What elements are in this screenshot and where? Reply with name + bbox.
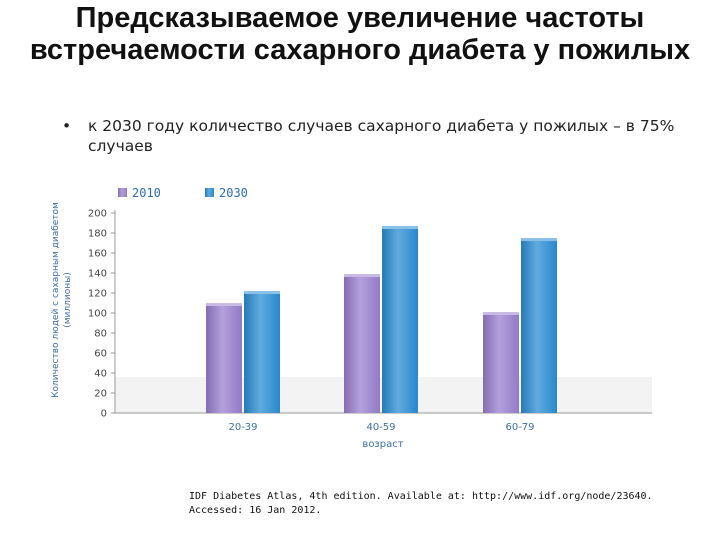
x-tick-label: 20-39 xyxy=(228,422,257,433)
bar-top-2030-20-39 xyxy=(244,291,280,294)
x-tick-label: 40-59 xyxy=(366,422,395,433)
bar-2010-60-79 xyxy=(483,314,519,413)
y-axis-title-line2: (миллионы) xyxy=(63,272,73,328)
bar-chart: 0 20 40 60 80 100 120 140 160 180 200 20-39 40-59 60-… xyxy=(51,186,652,450)
y-tick-label: 180 xyxy=(88,229,107,240)
source-citation: IDF Diabetes Atlas, 4th edition. Availab… xyxy=(189,490,669,518)
y-tick-label: 40 xyxy=(94,369,107,380)
y-tick-label: 200 xyxy=(88,209,107,220)
y-tick-label: 0 xyxy=(101,409,107,420)
y-tick-label: 20 xyxy=(94,389,107,400)
bar-top-2030-40-59 xyxy=(382,226,418,229)
bullet-marker: • xyxy=(62,117,72,135)
source-line-2: Accessed: 16 Jan 2012. xyxy=(189,505,322,516)
x-tick-label: 60-79 xyxy=(505,422,534,433)
legend-swatch-2030 xyxy=(205,188,214,197)
bar-top-2030-60-79 xyxy=(521,238,557,241)
bar-2010-40-59 xyxy=(344,276,380,413)
bar-2030-60-79 xyxy=(521,240,557,413)
y-tick-label: 140 xyxy=(88,269,107,280)
bar-top-2010-40-59 xyxy=(344,274,380,277)
y-tick-label: 160 xyxy=(88,249,107,260)
legend-swatch-2010 xyxy=(118,188,127,197)
y-tick-label: 100 xyxy=(88,309,107,320)
bar-2010-20-39 xyxy=(206,305,242,413)
bar-2030-40-59 xyxy=(382,228,418,413)
y-axis-title-line1: Количество людей с сахарным диабетом xyxy=(51,202,61,398)
bar-top-2010-60-79 xyxy=(483,312,519,315)
slide-title: Предсказываемое увеличение частоты встре… xyxy=(29,2,691,66)
bar-top-2010-20-39 xyxy=(206,303,242,306)
y-tick-label: 120 xyxy=(88,289,107,300)
y-tick-label: 60 xyxy=(94,349,107,360)
x-axis-title: возраст xyxy=(362,439,403,450)
bar-2030-20-39 xyxy=(244,293,280,413)
legend-label-2010: 2010 xyxy=(132,186,161,200)
y-tick-label: 80 xyxy=(94,329,107,340)
bullet-text: к 2030 году количество случаев сахарного… xyxy=(88,117,675,155)
legend-label-2030: 2030 xyxy=(219,186,248,200)
source-line-1: IDF Diabetes Atlas, 4th edition. Availab… xyxy=(189,491,653,502)
